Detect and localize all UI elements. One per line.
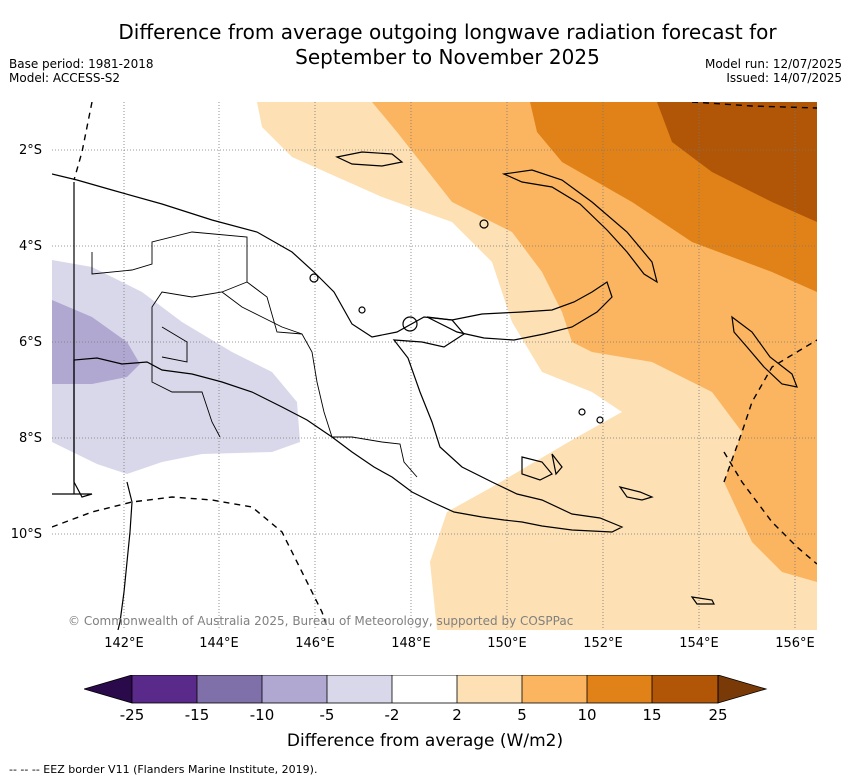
lon-label-142e: 142°E [104,636,144,651]
lat-label-4s: 4°S [18,239,42,254]
meta-left: Base period: 1981-2018 Model: ACCESS-S2 [9,57,154,85]
colorbar-extend-low [82,674,133,704]
chart-title: Difference from average outgoing longwav… [0,20,850,70]
colorbar-bin [522,675,587,703]
title-line-1: Difference from average outgoing longwav… [118,20,777,44]
model-name: Model: ACCESS-S2 [9,71,121,85]
lon-label-150e: 150°E [487,636,527,651]
colorbar-bin [392,675,457,703]
eez-footnote: -- -- -- EEZ border V11 (Flanders Marine… [9,763,318,776]
colorbar-bin [132,675,197,703]
issued-date: Issued: 14/07/2025 [726,71,842,85]
colorbar-label: 10 [577,706,597,724]
colorbar-label: 25 [708,706,728,724]
lat-label-2s: 2°S [18,143,42,158]
colorbar-bin [197,675,262,703]
coastlines [52,151,798,630]
colorbar-label: -5 [319,706,335,724]
lon-label-152e: 152°E [583,636,623,651]
map-panel [52,102,817,630]
colorbar-label: 15 [642,706,662,724]
eez-border [52,102,817,630]
colorbar-label: -25 [119,706,145,724]
colorbar [82,674,768,709]
colorbar-title: Difference from average (W/m2) [286,731,564,751]
model-run: Model run: 12/07/2025 [704,57,842,71]
lat-label-10s: 10°S [10,527,42,542]
lon-label-156e: 156°E [775,636,815,651]
colorbar-label: -15 [184,706,210,724]
title-line-2: September to November 2025 [295,45,600,69]
colorbar-extend-high [717,674,768,704]
colorbar-bin [327,675,392,703]
colorbar-label: 5 [517,706,527,724]
colorbar-bin [262,675,327,703]
meta-right: Model run: 12/07/2025 Issued: 14/07/2025 [705,57,842,85]
province-borders [91,231,418,478]
colorbar-bin [587,675,652,703]
lat-label-6s: 6°S [18,335,42,350]
colorbar-bin [457,675,522,703]
colorbar-bin [652,675,718,703]
colorbar-outline [131,674,719,704]
colorbar-dividers [196,675,653,703]
lon-label-146e: 146°E [295,636,335,651]
map-svg [52,102,817,630]
lon-label-144e: 144°E [199,636,239,651]
colorbar-svg [82,674,768,704]
lat-label-8s: 8°S [18,431,42,446]
contour-pos-15-25 [657,102,817,222]
lon-label-148e: 148°E [391,636,431,651]
base-period: Base period: 1981-2018 [9,57,154,71]
colorbar-label: 2 [452,706,462,724]
colorbar-label: -2 [384,706,400,724]
contour-neg-2-5 [52,260,300,474]
colorbar-label: -10 [249,706,275,724]
copyright-notice: © Commonwealth of Australia 2025, Bureau… [68,614,574,628]
lon-label-154e: 154°E [679,636,719,651]
